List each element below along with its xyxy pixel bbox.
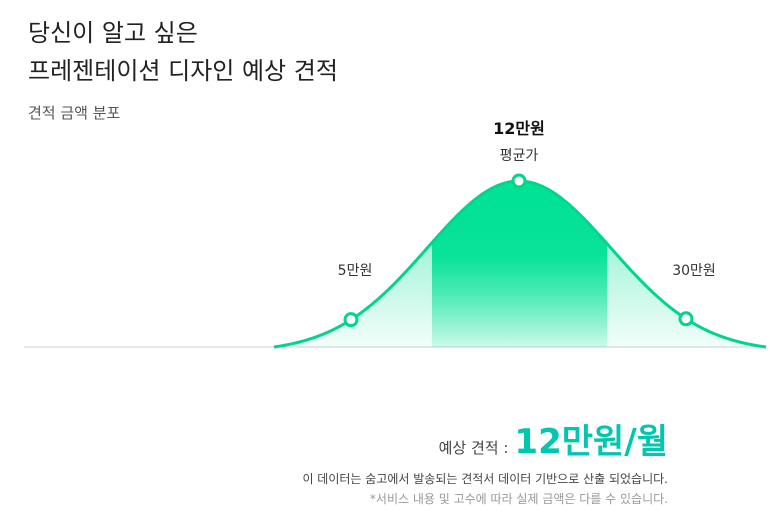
title-line-2: 프레젠테이션 디자인 예상 견적 (28, 57, 338, 85)
page-title: 당신이 알고 싶은 프레젠테이션 디자인 예상 견적 (28, 14, 338, 90)
marker-average-point (511, 173, 527, 189)
title-line-1: 당신이 알고 싶은 (28, 19, 198, 47)
marker-average-caption: 평균가 (500, 148, 539, 164)
estimate-value: 12만원/월 (514, 422, 668, 462)
chart-title: 견적 금액 분포 (28, 104, 121, 122)
marker-low-label: 5만원 (338, 263, 373, 279)
estimate-summary: 예상 견적 : 12만원/월 (439, 414, 668, 463)
marker-low-point (343, 312, 359, 328)
average-range-area (432, 181, 607, 347)
estimate-label: 예상 견적 : (438, 439, 509, 457)
data-source-note: 이 데이터는 숨고에서 발송되는 견적서 데이터 기반으로 산출 되었습니다. (302, 472, 668, 486)
disclaimer-note: *서비스 내용 및 고수에 따라 실제 금액은 다를 수 있습니다. (369, 492, 668, 506)
marker-high-label: 30만원 (672, 263, 716, 279)
marker-average-label: 12만원 (493, 119, 545, 138)
marker-high-point (678, 311, 694, 327)
